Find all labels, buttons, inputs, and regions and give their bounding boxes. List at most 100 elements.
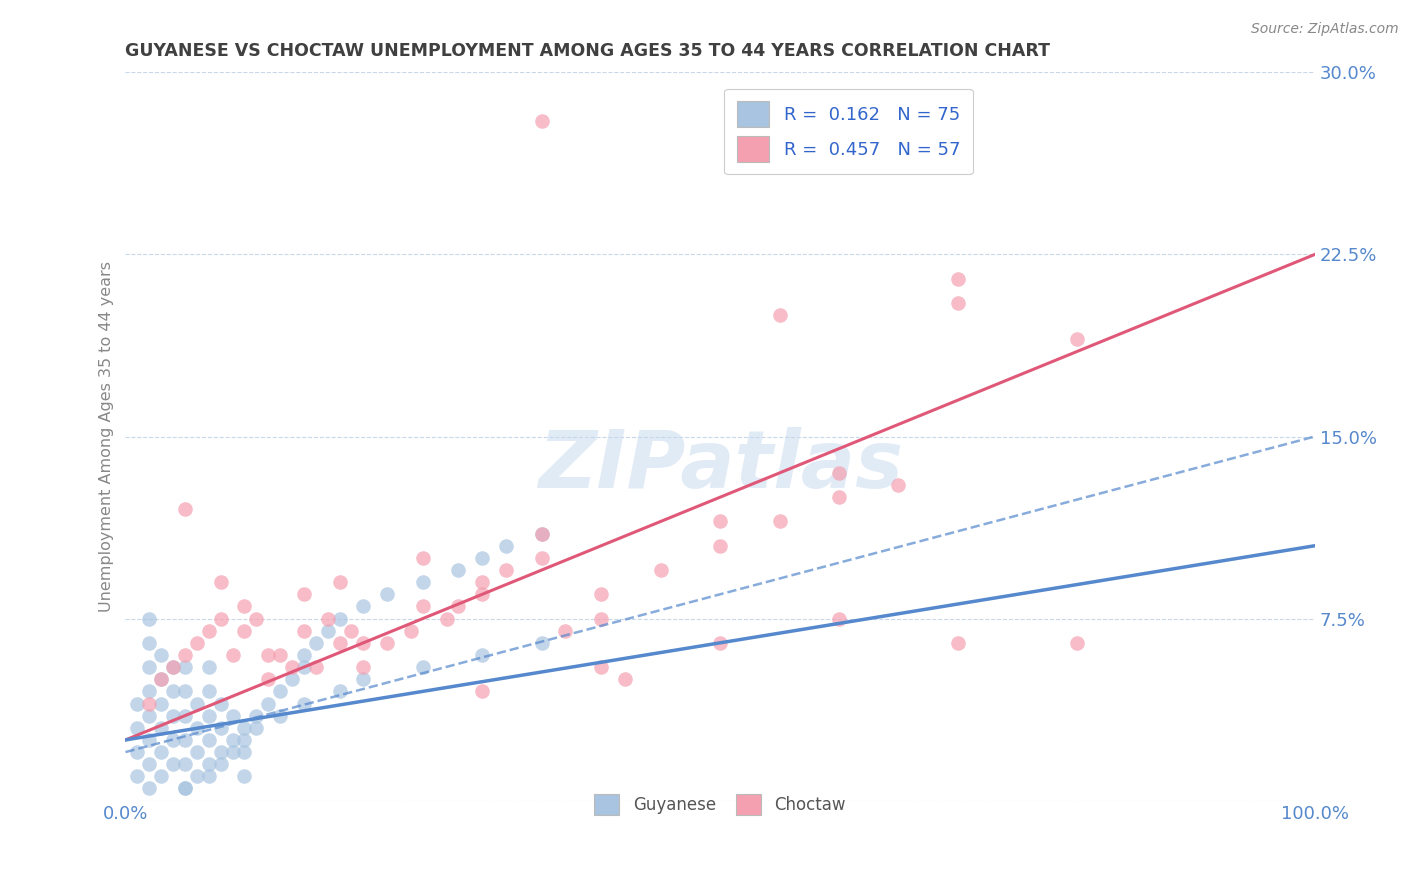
Point (233, 769, 256, 783)
Point (174, 684, 197, 698)
Point (150, 745, 173, 759)
Point (138, 660, 160, 674)
Point (554, 624, 576, 638)
Legend: Guyanese, Choctaw: Guyanese, Choctaw (588, 788, 852, 822)
Text: GUYANESE VS CHOCTAW UNEMPLOYMENT AMONG AGES 35 TO 44 YEARS CORRELATION CHART: GUYANESE VS CHOCTAW UNEMPLOYMENT AMONG A… (125, 42, 1050, 60)
Point (1066, 333, 1088, 347)
Point (174, 708, 197, 723)
Point (138, 781, 160, 796)
Point (768, 308, 790, 322)
Point (352, 636, 374, 650)
Point (174, 781, 197, 796)
Point (650, 563, 672, 577)
Point (209, 757, 232, 772)
Point (150, 697, 173, 711)
Point (138, 708, 160, 723)
Point (162, 660, 184, 674)
Point (352, 660, 374, 674)
Point (127, 769, 149, 783)
Point (946, 636, 969, 650)
Point (292, 587, 315, 601)
Point (127, 697, 149, 711)
Point (245, 721, 267, 735)
Point (316, 624, 339, 638)
Point (221, 708, 243, 723)
Point (292, 648, 315, 662)
Point (316, 611, 339, 625)
Point (197, 757, 219, 772)
Point (186, 769, 208, 783)
Point (530, 636, 553, 650)
Point (150, 721, 173, 735)
Point (209, 745, 232, 759)
Point (150, 672, 173, 686)
Point (257, 648, 280, 662)
Point (375, 636, 398, 650)
Point (233, 733, 256, 747)
Point (292, 697, 315, 711)
Point (292, 624, 315, 638)
Point (245, 708, 267, 723)
Point (162, 733, 184, 747)
Point (197, 769, 219, 783)
Point (221, 648, 243, 662)
Point (150, 672, 173, 686)
Point (197, 733, 219, 747)
Point (591, 611, 613, 625)
Point (530, 114, 553, 128)
Point (197, 708, 219, 723)
Point (127, 745, 149, 759)
Point (375, 587, 398, 601)
Point (138, 697, 160, 711)
Point (281, 660, 304, 674)
Point (828, 490, 851, 504)
Point (138, 636, 160, 650)
Point (305, 636, 328, 650)
Y-axis label: Unemployment Among Ages 35 to 44 years: Unemployment Among Ages 35 to 44 years (100, 261, 114, 612)
Point (174, 660, 197, 674)
Point (174, 502, 197, 516)
Point (946, 271, 969, 285)
Point (709, 515, 731, 529)
Point (233, 721, 256, 735)
Point (269, 684, 291, 698)
Point (257, 672, 280, 686)
Point (828, 611, 851, 625)
Text: Source: ZipAtlas.com: Source: ZipAtlas.com (1251, 22, 1399, 37)
Point (197, 660, 219, 674)
Point (471, 550, 494, 565)
Point (352, 672, 374, 686)
Point (328, 636, 350, 650)
Point (138, 757, 160, 772)
Point (209, 611, 232, 625)
Point (412, 660, 434, 674)
Point (269, 648, 291, 662)
Point (162, 684, 184, 698)
Point (447, 599, 470, 614)
Point (233, 599, 256, 614)
Point (221, 733, 243, 747)
Point (162, 660, 184, 674)
Point (471, 648, 494, 662)
Point (257, 697, 280, 711)
Point (197, 624, 219, 638)
Point (233, 624, 256, 638)
Point (292, 660, 315, 674)
Point (530, 526, 553, 541)
Point (328, 684, 350, 698)
Point (186, 721, 208, 735)
Point (591, 587, 613, 601)
Point (233, 745, 256, 759)
Point (709, 539, 731, 553)
Point (186, 636, 208, 650)
Point (138, 684, 160, 698)
Point (887, 478, 910, 492)
Point (127, 721, 149, 735)
Point (162, 757, 184, 772)
Point (495, 539, 517, 553)
Point (174, 781, 197, 796)
Point (412, 599, 434, 614)
Point (412, 550, 434, 565)
Point (1066, 636, 1088, 650)
Point (305, 660, 328, 674)
